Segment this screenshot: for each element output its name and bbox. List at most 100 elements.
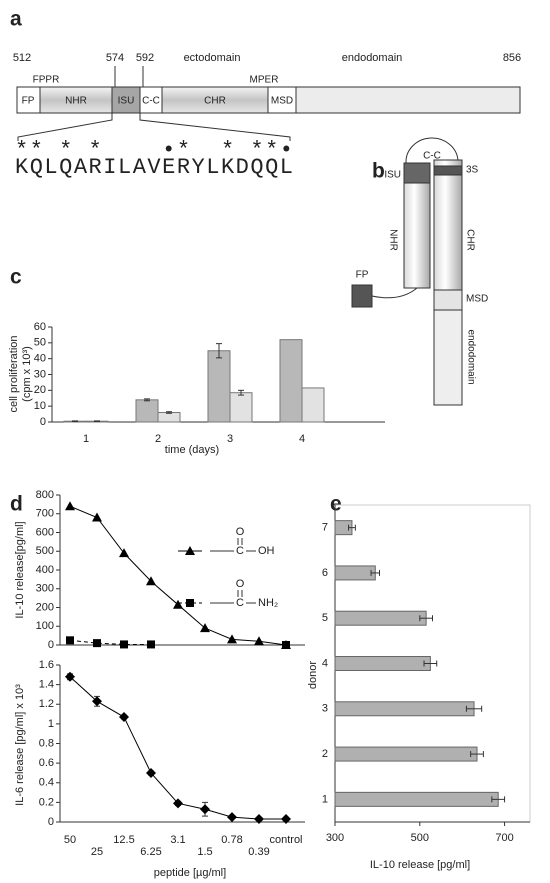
domain-label: NHR bbox=[65, 96, 87, 107]
x-tick-label: 1 bbox=[83, 433, 89, 445]
y-tick-label: 0 bbox=[40, 416, 46, 428]
bar bbox=[334, 656, 431, 671]
position-label: 592 bbox=[136, 52, 154, 64]
linker bbox=[371, 287, 418, 299]
y-tick-label: 1.4 bbox=[39, 679, 54, 691]
bar bbox=[301, 387, 325, 423]
marker bbox=[227, 634, 237, 644]
marker bbox=[282, 641, 290, 649]
marker bbox=[120, 640, 128, 649]
marker bbox=[173, 798, 183, 809]
legend-label: NH₂ bbox=[258, 597, 278, 609]
region-label: ectodomain bbox=[184, 52, 241, 64]
y-tick-label: 200 bbox=[36, 601, 54, 613]
marker bbox=[227, 812, 237, 823]
marker bbox=[254, 636, 264, 646]
y-tick-label: 2 bbox=[322, 748, 328, 760]
marker bbox=[65, 671, 75, 682]
label: CHR bbox=[464, 229, 475, 251]
x-tick-label: 2 bbox=[155, 433, 161, 445]
panel-label: e bbox=[330, 493, 342, 516]
legend-atom: C bbox=[236, 545, 244, 557]
label: NHR bbox=[387, 229, 398, 251]
x-tick-label: 3.1 bbox=[170, 834, 185, 846]
bar bbox=[157, 412, 181, 423]
bar bbox=[207, 350, 231, 423]
domain bbox=[267, 86, 297, 114]
y-tick-label: 0.2 bbox=[39, 796, 54, 808]
y-tick-label: 0.4 bbox=[39, 777, 54, 789]
x-tick-label: control bbox=[269, 834, 302, 846]
x-axis-title: time (days) bbox=[165, 444, 219, 456]
y-tick-label: 600 bbox=[36, 526, 54, 538]
y-tick-label: 4 bbox=[322, 657, 328, 669]
sequence: KQLQARILAVERYLKDQQL bbox=[15, 155, 293, 180]
marker bbox=[185, 546, 195, 555]
y-tick-label: 10 bbox=[34, 400, 46, 412]
bar bbox=[334, 565, 376, 581]
y-tick-label: 500 bbox=[36, 545, 54, 557]
domain bbox=[295, 86, 521, 114]
marker bbox=[146, 767, 156, 778]
x-tick-label: 25 bbox=[91, 846, 103, 858]
label: FP bbox=[356, 270, 369, 281]
domain-label: CHR bbox=[204, 96, 226, 107]
y-tick-label: 0 bbox=[48, 816, 54, 828]
x-tick-label: 6.25 bbox=[140, 846, 161, 858]
loop bbox=[405, 137, 459, 164]
y-tick-label: 1 bbox=[322, 793, 328, 805]
x-tick-label: 300 bbox=[326, 832, 344, 844]
y-tick-label: 40 bbox=[34, 353, 46, 365]
y-tick-label: 1.6 bbox=[39, 659, 54, 671]
bar bbox=[135, 399, 159, 423]
x-axis-title: peptide [µg/ml] bbox=[154, 867, 226, 879]
label: ISU bbox=[384, 170, 401, 181]
panel-label: c bbox=[10, 266, 22, 289]
marker bbox=[254, 814, 264, 825]
x-tick-label: 50 bbox=[64, 834, 76, 846]
panel-label: a bbox=[10, 8, 22, 31]
y-tick-label: 0.6 bbox=[39, 757, 54, 769]
label: MSD bbox=[466, 294, 488, 305]
marker bbox=[92, 696, 102, 707]
domain-label: ISU bbox=[118, 96, 135, 107]
y-tick-label: 800 bbox=[36, 489, 54, 501]
y-axis-title: (cpm x 10³) bbox=[21, 346, 33, 402]
y-tick-label: 7 bbox=[322, 522, 328, 534]
x-tick-label: 12.5 bbox=[113, 834, 134, 846]
legend-atom: C bbox=[236, 597, 244, 609]
marker bbox=[92, 512, 102, 522]
bracket bbox=[139, 113, 291, 141]
legend-atom: O bbox=[236, 526, 245, 538]
x-tick-label: 3 bbox=[227, 433, 233, 445]
label: 3S bbox=[466, 165, 479, 176]
y-axis-title: donor bbox=[307, 661, 319, 689]
y-tick-label: 30 bbox=[34, 368, 46, 380]
region-label: FPPR bbox=[33, 75, 60, 86]
legend-label: OH bbox=[258, 545, 275, 557]
y-tick-label: 1 bbox=[48, 718, 54, 730]
y-tick-label: 60 bbox=[34, 321, 46, 333]
y-tick-label: 700 bbox=[36, 508, 54, 520]
y-tick-label: 300 bbox=[36, 583, 54, 595]
msd-block bbox=[433, 289, 463, 311]
x-tick-label: 700 bbox=[495, 832, 513, 844]
bar bbox=[334, 746, 478, 762]
helix bbox=[433, 159, 463, 291]
domain-label: MSD bbox=[271, 96, 293, 107]
label: C-C bbox=[423, 151, 441, 162]
bar bbox=[279, 339, 303, 423]
bar bbox=[334, 610, 427, 626]
y-tick-label: 1.2 bbox=[39, 698, 54, 710]
marker bbox=[65, 501, 75, 511]
marker bbox=[186, 599, 194, 607]
isu-block bbox=[403, 162, 431, 184]
panel-label: b bbox=[372, 160, 385, 183]
panel-label: d bbox=[10, 493, 23, 516]
y-tick-label: 0 bbox=[48, 639, 54, 651]
marker bbox=[173, 599, 183, 609]
region-label: MPER bbox=[250, 75, 279, 86]
marker bbox=[119, 548, 129, 558]
sequence-markers: ** * * •* * **• bbox=[15, 138, 293, 163]
